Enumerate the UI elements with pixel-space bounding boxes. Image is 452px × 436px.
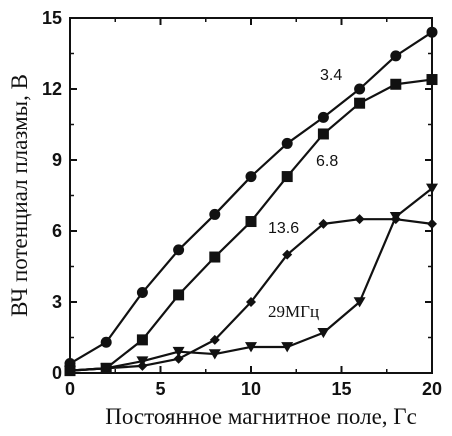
x-tick-label: 10 [241,379,261,399]
data-point-triangle-down [281,342,294,353]
data-point-triangle-down [389,212,402,223]
x-tick-label: 5 [155,379,165,399]
data-point-circle [245,171,257,183]
data-point-triangle-down [353,297,366,308]
series-label-square: 6.8 [316,153,338,170]
data-point-triangle-down [136,356,149,367]
series-label-circle: 3.4 [320,67,342,84]
x-axis-title: Постоянное магнитное поле, Гс [105,404,417,429]
data-point-circle [209,208,221,220]
data-point-circle [390,50,402,62]
data-point-triangle-down [64,365,76,377]
data-point-circle [281,137,293,149]
series-label-diamond: 13.6 [268,220,299,237]
data-point-diamond [209,334,220,345]
y-tick-label: 12 [42,79,62,99]
data-point-square [390,78,402,90]
data-point-diamond [246,297,256,307]
data-point-diamond [354,214,365,225]
x-tick-label: 0 [65,379,75,399]
data-point-square [209,251,221,263]
data-point-square [245,216,257,228]
x-tick-label: 15 [331,379,351,399]
data-point-square [426,74,438,86]
y-tick-label: 0 [52,363,62,383]
data-point-square [354,97,366,109]
data-point-square [136,334,148,346]
data-point-triangle-down [100,363,113,374]
series-label-triangle-down: 29МГц [268,302,319,321]
y-tick-label: 15 [42,8,62,28]
data-point-diamond [318,218,329,229]
data-point-diamond [427,218,437,229]
data-point-circle [136,287,148,299]
data-point-square [281,171,293,183]
y-tick-label: 6 [52,221,62,241]
data-point-square [173,289,185,301]
series-line-circle [69,31,433,365]
data-point-diamond [282,249,293,260]
data-point-circle [426,26,438,38]
data-point-triangle-down [317,327,330,339]
data-point-diamond [173,353,184,364]
y-axis-title: ВЧ потенциал плазмы, В [7,74,32,317]
data-point-triangle-down [208,349,221,360]
data-point-circle [100,336,112,348]
y-tick-label: 3 [52,292,62,312]
x-tick-label: 20 [422,379,442,399]
data-point-triangle-down [172,346,185,358]
data-point-circle [317,111,329,123]
data-point-square [317,128,329,140]
y-tick-label: 9 [52,150,62,170]
data-point-triangle-down [426,183,438,194]
data-point-triangle-down [245,342,257,353]
data-point-circle [173,244,185,256]
data-point-circle [354,83,366,95]
